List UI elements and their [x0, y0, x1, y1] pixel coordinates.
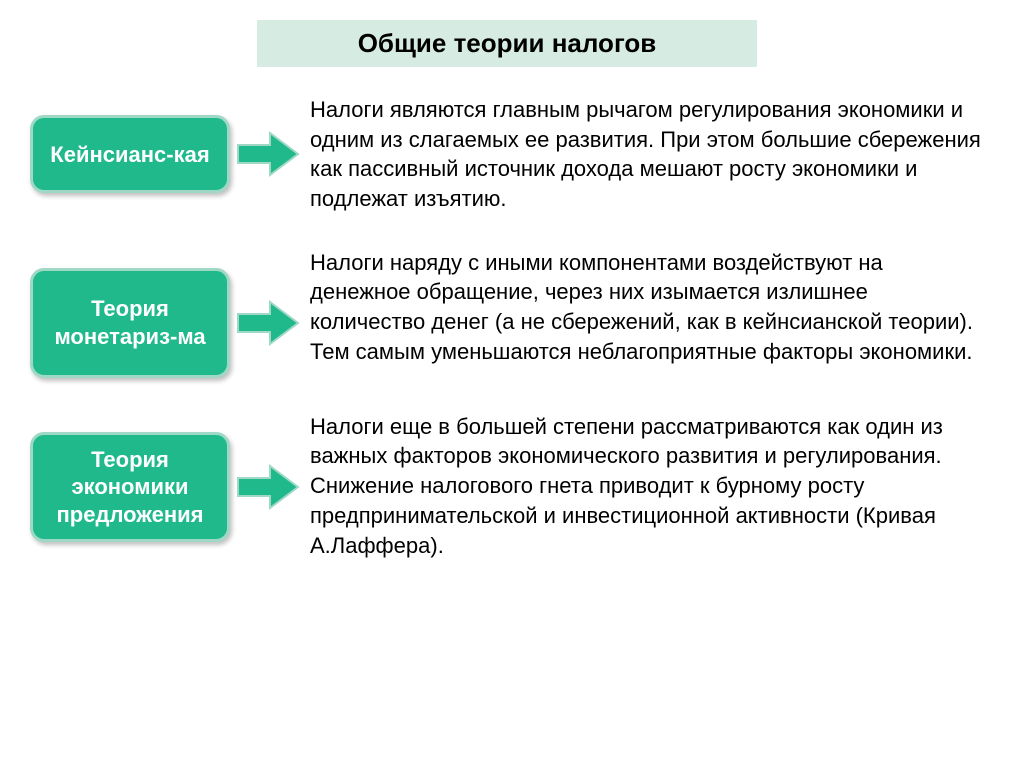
theory-desc-1: Налоги являются главным рычагом регулиро…	[310, 95, 984, 214]
theory-row-1: Кейнсианс-кая Налоги являются главным ры…	[30, 95, 984, 214]
arrow-right-icon	[236, 129, 302, 179]
theory-row-3: Теория экономики предложения Налоги еще …	[30, 412, 984, 560]
page-title: Общие теории налогов	[257, 20, 757, 67]
theory-node-monetarism: Теория монетариз-ма	[30, 268, 230, 378]
arrow-right-icon	[236, 462, 302, 512]
arrow-right-icon	[236, 298, 302, 348]
theory-desc-2: Налоги наряду с иными компонентами возде…	[310, 248, 984, 367]
node-wrap-1: Кейнсианс-кая	[30, 115, 310, 193]
theory-node-label: Теория монетариз-ма	[41, 295, 219, 350]
theory-node-label: Кейнсианс-кая	[50, 141, 209, 169]
theory-node-supply-side: Теория экономики предложения	[30, 432, 230, 542]
page-title-text: Общие теории налогов	[358, 28, 657, 58]
theory-desc-3: Налоги еще в большей степени рассматрива…	[310, 412, 984, 560]
node-wrap-3: Теория экономики предложения	[30, 432, 310, 542]
theory-node-keynesian: Кейнсианс-кая	[30, 115, 230, 193]
node-wrap-2: Теория монетариз-ма	[30, 268, 310, 378]
theory-node-label: Теория экономики предложения	[41, 446, 219, 529]
theory-row-2: Теория монетариз-ма Налоги наряду с иным…	[30, 248, 984, 378]
